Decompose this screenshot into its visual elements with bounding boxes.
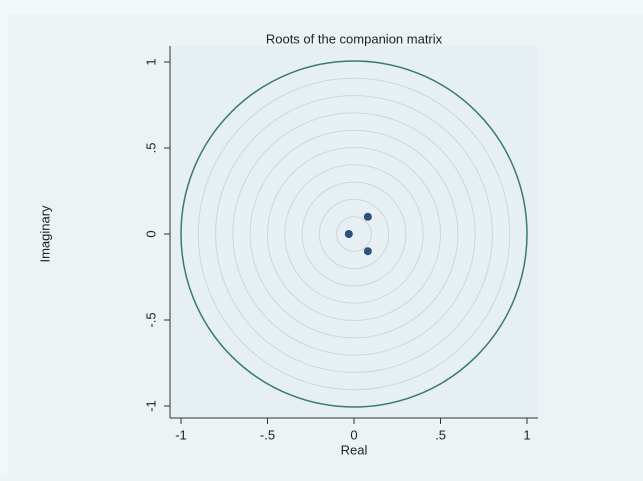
y-tick-label: 1 — [143, 58, 158, 65]
x-tick-label: .5 — [435, 427, 446, 442]
x-tick-label: 0 — [350, 427, 357, 442]
chart: Roots of the companion matrix Real Imagi… — [0, 0, 643, 476]
x-tick-label: 1 — [523, 427, 530, 442]
y-axis-label: Imaginary — [37, 205, 52, 263]
point — [345, 230, 353, 238]
plot-region — [170, 46, 538, 418]
y-tick-label: -.5 — [143, 312, 158, 327]
y-tick-label: -1 — [143, 400, 158, 412]
point — [364, 213, 372, 221]
chart-title: Roots of the companion matrix — [266, 31, 443, 46]
point — [364, 247, 372, 255]
x-tick-label: -1 — [175, 427, 187, 442]
x-tick-label: -.5 — [260, 427, 275, 442]
y-tick-label: 0 — [143, 230, 158, 237]
x-axis-label: Real — [341, 442, 368, 457]
y-tick-label: .5 — [143, 143, 158, 154]
